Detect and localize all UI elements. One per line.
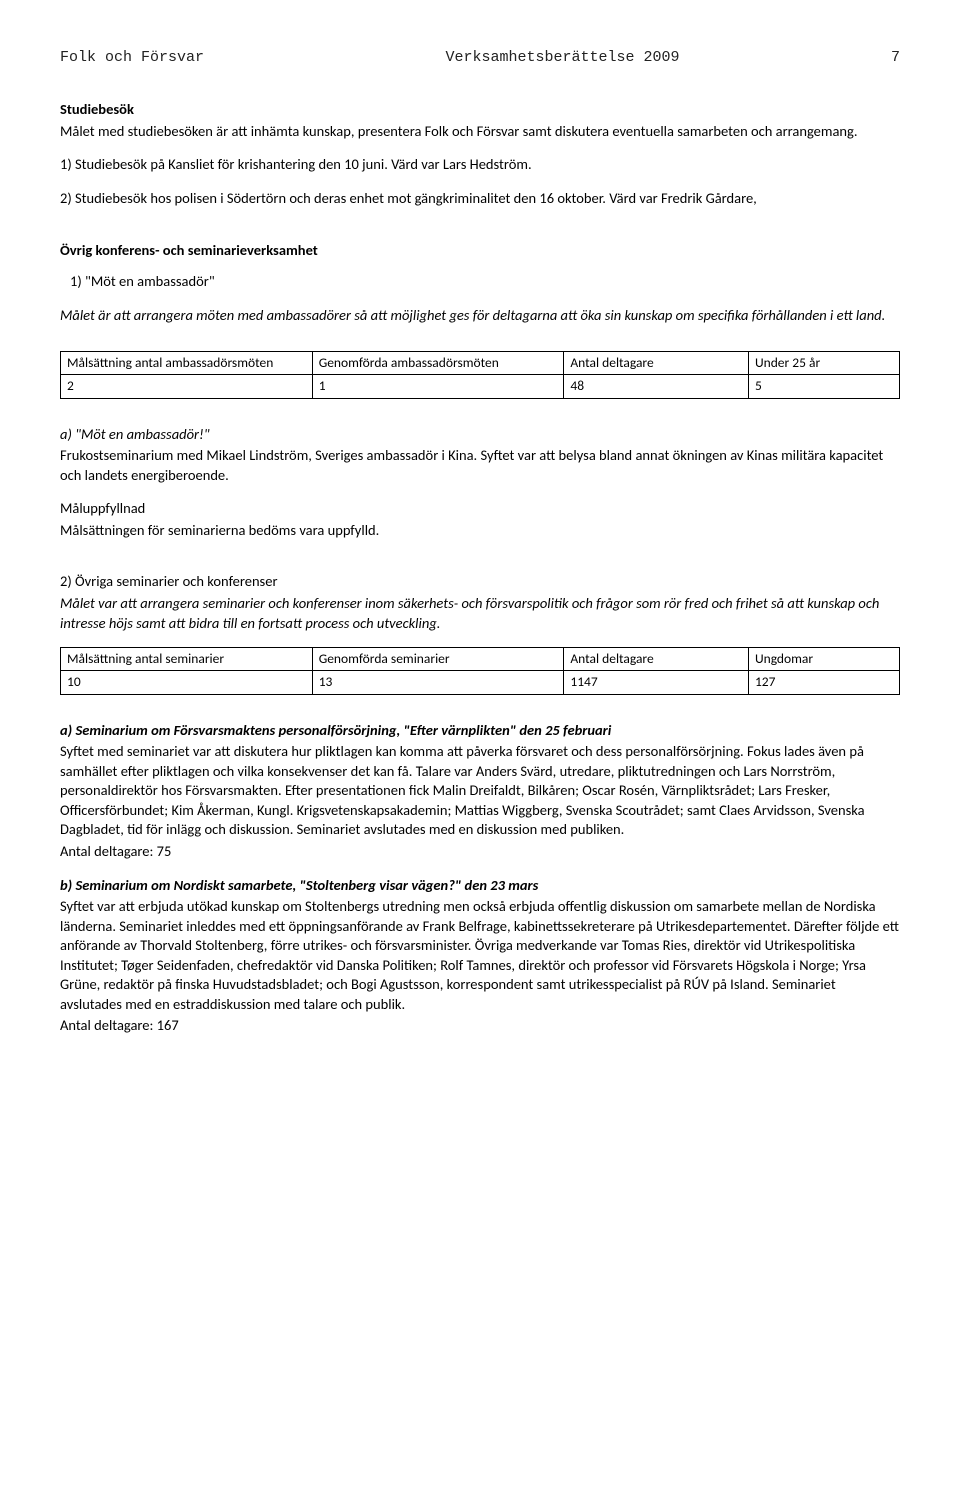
- sem-a-body: Syftet med seminariet var att diskutera …: [60, 742, 900, 840]
- ovrig-item-1: 1) "Möt en ambassadör": [60, 272, 900, 292]
- studiebesok-item-1: 1) Studiebesök på Kansliet för krishante…: [60, 155, 900, 175]
- page-header: Folk och Försvar Verksamhetsberättelse 2…: [60, 48, 900, 68]
- maluppfyllnad-title: Måluppfyllnad: [60, 499, 900, 519]
- table-header-row: Målsättning antal seminarier Genomförda …: [61, 648, 900, 671]
- header-left: Folk och Försvar: [60, 48, 204, 68]
- ovrig-title: Övrig konferens- och seminarieverksamhet: [60, 241, 900, 261]
- td-participants: 1147: [564, 671, 749, 694]
- th-participants: Antal deltagare: [564, 352, 749, 375]
- sem-a-count: Antal deltagare: 75: [60, 842, 900, 862]
- sem-b-title: b) Seminarium om Nordiskt samarbete, "St…: [60, 876, 900, 896]
- td-completed: 1: [312, 375, 564, 398]
- td-youth: 127: [748, 671, 899, 694]
- table-row: 2 1 48 5: [61, 375, 900, 398]
- th-goal-count: Målsättning antal ambassadörsmöten: [61, 352, 313, 375]
- page-number: 7: [891, 48, 900, 68]
- sect-a-title: a) "Möt en ambassadör!": [60, 425, 900, 445]
- th-completed: Genomförda ambassadörsmöten: [312, 352, 564, 375]
- td-goal-seminars: 10: [61, 671, 313, 694]
- table-row: 10 13 1147 127: [61, 671, 900, 694]
- td-under25: 5: [748, 375, 899, 398]
- sect-2-goal: Målet var att arrangera seminarier och k…: [60, 594, 900, 633]
- sect-2-title: 2) Övriga seminarier och konferenser: [60, 572, 900, 592]
- table-header-row: Målsättning antal ambassadörsmöten Genom…: [61, 352, 900, 375]
- th-completed-seminars: Genomförda seminarier: [312, 648, 564, 671]
- th-goal-seminars: Målsättning antal seminarier: [61, 648, 313, 671]
- ovrig-goal: Målet är att arrangera möten med ambassa…: [60, 306, 900, 326]
- seminar-table: Målsättning antal seminarier Genomförda …: [60, 647, 900, 694]
- sem-a-title: a) Seminarium om Försvarsmaktens persona…: [60, 721, 900, 741]
- th-participants: Antal deltagare: [564, 648, 749, 671]
- th-under25: Under 25 år: [748, 352, 899, 375]
- td-participants: 48: [564, 375, 749, 398]
- ambassador-table: Målsättning antal ambassadörsmöten Genom…: [60, 351, 900, 398]
- studiebesok-title: Studiebesök: [60, 100, 900, 120]
- studiebesok-item-2: 2) Studiebesök hos polisen i Södertörn o…: [60, 189, 900, 209]
- studiebesok-intro: Målet med studiebesöken är att inhämta k…: [60, 122, 900, 142]
- td-goal-count: 2: [61, 375, 313, 398]
- th-youth: Ungdomar: [748, 648, 899, 671]
- sem-b-body: Syftet var att erbjuda utökad kunskap om…: [60, 897, 900, 1014]
- maluppfyllnad-body: Målsättningen för seminarierna bedöms va…: [60, 521, 900, 541]
- sem-b-count: Antal deltagare: 167: [60, 1016, 900, 1036]
- header-center: Verksamhetsberättelse 2009: [204, 48, 891, 68]
- sect-a-body: Frukostseminarium med Mikael Lindström, …: [60, 446, 900, 485]
- td-completed-seminars: 13: [312, 671, 564, 694]
